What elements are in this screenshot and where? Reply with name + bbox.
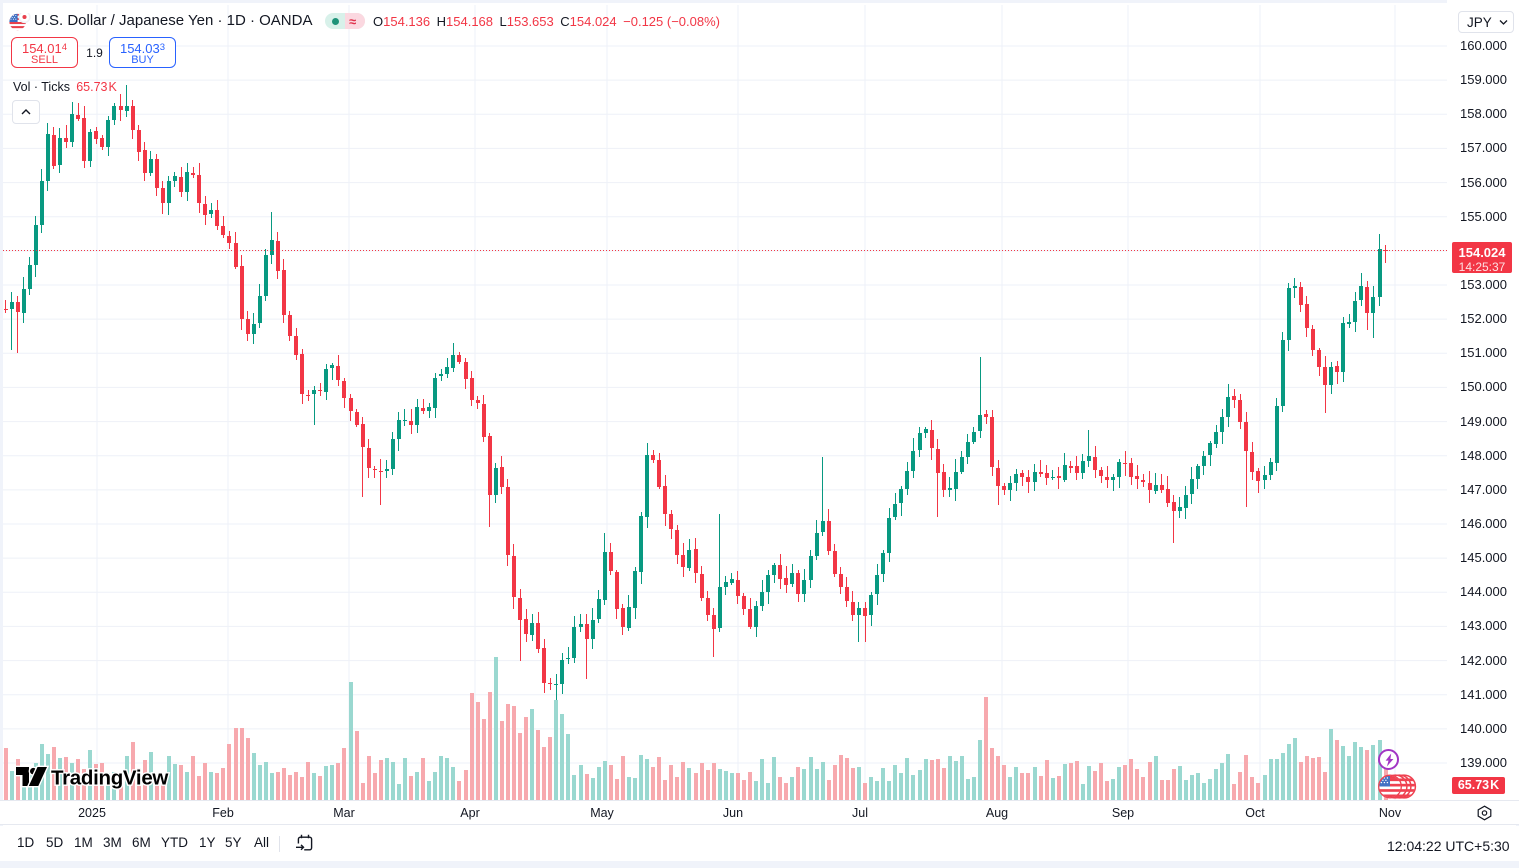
svg-text:TradingView: TradingView (51, 767, 168, 790)
